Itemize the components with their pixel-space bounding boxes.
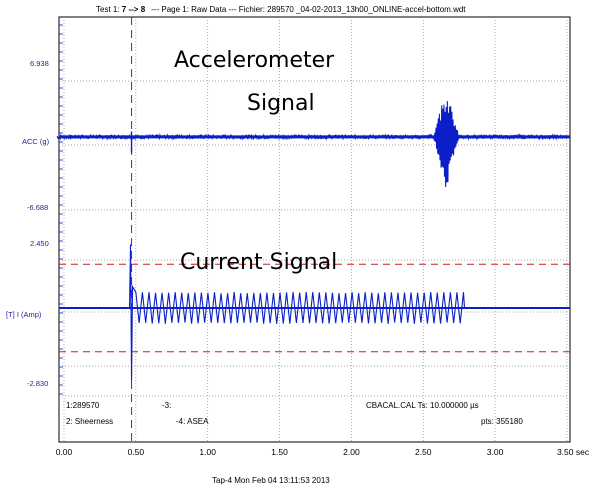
footer-site: 2: Sheerness [66, 417, 113, 426]
x-tick-label: 2.50 [415, 447, 432, 457]
accelerometer-annotation-line2: Signal [247, 91, 315, 116]
x-tick-label: 0.00 [56, 447, 73, 457]
x-tick-label: 3.00 [487, 447, 504, 457]
x-tick-label: 2.00 [343, 447, 360, 457]
accelerometer-annotation-line1: Accelerometer [174, 48, 335, 73]
acc-ymax-label: 6.938 [30, 59, 49, 68]
current-annotation: Current Signal [180, 250, 337, 275]
footer-points: pts: 355180 [481, 417, 523, 426]
footer-calibration: CBACAL.CAL Ts: 10.000000 µs [366, 401, 479, 410]
x-tick-label: 1.50 [271, 447, 288, 457]
chart-caption: Tap-4 Mon Feb 04 13:11:53 2013 [212, 476, 330, 485]
acc-ymin-label: -6.688 [27, 203, 48, 212]
current-channel-label: [T] I (Amp) [6, 310, 42, 319]
footer-ch3: -3: [162, 401, 171, 410]
current-ymax-label: 2.450 [30, 239, 49, 248]
threshold-lines [59, 263, 570, 353]
x-tick-label: 0.50 [128, 447, 145, 457]
x-axis-ticks: 0.00 0.50 1.00 1.50 2.00 2.50 3.00 3.50 sec [56, 447, 590, 457]
acc-channel-label: ACC (g) [22, 137, 50, 146]
footer-file-id: 1:289570 [66, 401, 100, 410]
chart-header: Test 1: 7 --> 8 --- Page 1: Raw Data --- … [96, 5, 466, 14]
current-ymin-label: -2.830 [27, 379, 48, 388]
signals [56, 101, 570, 381]
x-tick-label: 3.50 sec [557, 447, 590, 457]
footer-ch4: -4: ASEA [176, 417, 209, 426]
plot-frame [58, 16, 571, 443]
x-tick-label: 1.00 [199, 447, 216, 457]
grid [59, 17, 570, 442]
